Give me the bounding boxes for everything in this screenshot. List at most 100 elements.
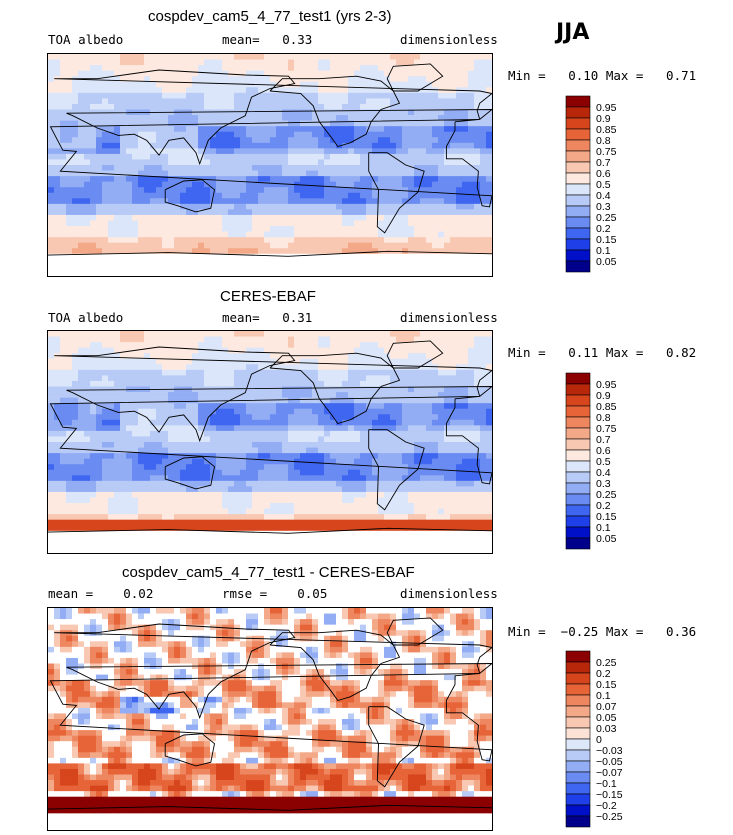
colorbar-tick-label: 0.8 [596,135,611,147]
coastline [47,250,493,257]
colorbar-tick-label: 0.7 [596,434,611,446]
colorbar-tick-label: 0.07 [596,701,617,713]
colorbar-box [565,683,591,696]
colorbar-tick-label: −0.25 [596,811,623,823]
coastline [368,429,425,511]
colorbar-tick-label: 0.1 [596,690,611,702]
coastline [164,179,215,213]
panel1-mean: mean= 0.33 [222,32,313,47]
colorbar-box [565,117,591,130]
colorbar-box [565,95,591,108]
colorbar-box [565,526,591,539]
colorbar-box [565,216,591,229]
colorbar-box [565,372,591,385]
colorbar-tick-label: 0.05 [596,533,617,545]
colorbar-tick-label: −0.2 [596,800,617,812]
colorbar-tick-label: −0.15 [596,789,623,801]
colorbar-box [565,172,591,185]
colorbar-box [565,760,591,773]
coastline [49,118,493,208]
coastline [386,617,444,646]
panel2-minmax: Min = 0.11 Max = 0.82 [508,345,697,360]
colorbar-tick-label: 0.8 [596,412,611,424]
panel1-title: cospdev_cam5_4_77_test1 (yrs 2-3) [148,8,392,25]
panel2-title: CERES-EBAF [220,288,316,305]
colorbar-box [565,793,591,806]
colorbar-tick-label: 0.6 [596,168,611,180]
coastline [54,346,493,443]
panel3-map [47,607,493,831]
colorbar-tick-label: −0.05 [596,756,623,768]
colorbar-tick-label: 0.1 [596,245,611,257]
colorbar-tick-label: 0.15 [596,234,617,246]
panel3-rmse: rmse = 0.05 [222,586,328,601]
colorbar-box [565,650,591,663]
colorbar-tick-label: 0.3 [596,201,611,213]
colorbar-tick-label: 0.9 [596,113,611,125]
colorbar-box [565,260,591,273]
colorbar-tick-label: 0.2 [596,223,611,235]
colorbar-tick-label: 0.3 [596,478,611,490]
colorbar-box [565,716,591,729]
colorbar-box [565,128,591,141]
panel3-colorbar: 0.250.20.150.10.070.050.030−0.03−0.05−0.… [565,650,623,828]
panel3-units: dimensionless [400,586,498,601]
panel2-units: dimensionless [400,310,498,325]
panel1-field-label: TOA albedo [48,32,124,47]
colorbar-tick-label: 0 [596,734,602,746]
colorbar-box [565,749,591,762]
panel3-minmax: Min = −0.25 Max = 0.36 [508,624,697,639]
colorbar-tick-label: 0.85 [596,124,617,136]
map-frame [47,330,493,554]
colorbar-box [565,727,591,740]
panel2-map [47,330,493,554]
colorbar-box [565,471,591,484]
colorbar-box [565,460,591,473]
coastline [49,672,493,762]
colorbar-tick-label: 0.75 [596,146,617,158]
coastline [164,733,215,767]
panel2-colorbar: 0.950.90.850.80.750.70.60.50.40.30.250.2… [565,372,617,550]
coastline [269,629,401,702]
panel3-mean: mean = 0.02 [48,586,154,601]
colorbar-tick-label: 0.05 [596,712,617,724]
coastline [386,63,444,92]
colorbar-box [565,694,591,707]
colorbar-tick-label: 0.05 [596,256,617,268]
coastline [386,340,444,369]
colorbar-box [565,238,591,251]
season-label: JJA [556,20,590,45]
colorbar-box [565,194,591,207]
colorbar-box [565,504,591,517]
colorbar-tick-label: 0.5 [596,456,611,468]
colorbar-box [565,438,591,451]
map-frame [47,53,493,277]
colorbar-tick-label: 0.25 [596,657,617,669]
colorbar-box [565,427,591,440]
colorbar-box [565,416,591,429]
colorbar-box [565,227,591,240]
colorbar-box [565,482,591,495]
panel1-units: dimensionless [400,32,498,47]
panel1-map [47,53,493,277]
colorbar-box [565,449,591,462]
colorbar-box [565,661,591,674]
panel3-title: cospdev_cam5_4_77_test1 - CERES-EBAF [122,564,415,581]
colorbar-box [565,394,591,407]
colorbar-box [565,106,591,119]
coastline [269,75,401,148]
coastline [269,352,401,425]
colorbar-tick-label: 0.7 [596,157,611,169]
colorbar-box [565,405,591,418]
colorbar-tick-label: 0.15 [596,679,617,691]
colorbar-tick-label: 0.85 [596,401,617,413]
colorbar-box [565,782,591,795]
colorbar-box [565,205,591,218]
colorbar-tick-label: 0.5 [596,179,611,191]
colorbar-box [565,139,591,152]
coastline [54,69,493,166]
coastline [54,623,493,720]
colorbar-box [565,161,591,174]
map-frame [47,607,493,831]
colorbar-tick-label: 0.75 [596,423,617,435]
